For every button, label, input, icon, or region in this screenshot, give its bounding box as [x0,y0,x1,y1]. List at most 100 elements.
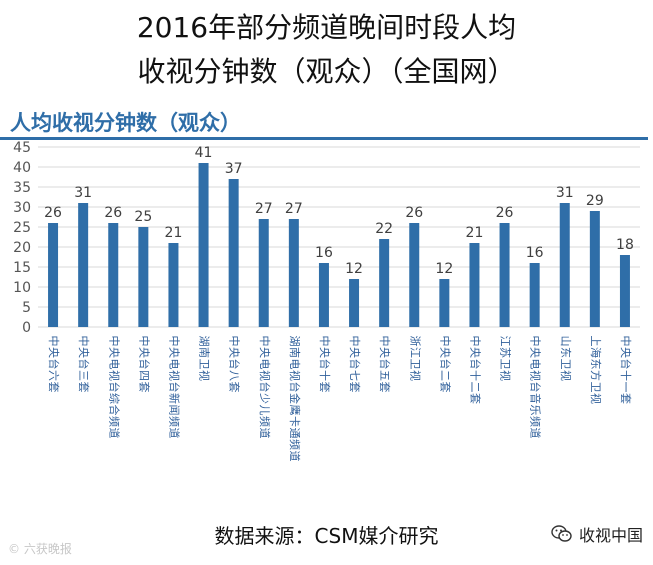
x-tick-label-char: 央 [468,347,481,358]
x-tick-label-char: 上 [589,336,602,347]
x-tick-label-char: 五 [378,370,391,381]
bar [469,243,480,327]
x-tick-label-char: 套 [438,382,451,393]
x-tick-label-char: 十 [468,370,482,381]
x-tick-label-char: 海 [589,347,603,358]
x-tick-label-char: 山 [559,336,572,347]
y-tick-label: 25 [13,220,31,236]
y-tick-label: 40 [13,160,31,176]
x-tick-label-char: 六 [47,370,60,381]
x-tick-label-char: 卫 [589,382,602,393]
x-tick-label-char: 中 [378,336,391,347]
x-tick-label-char: 套 [318,382,331,393]
x-tick-label-char: 中 [529,336,542,347]
x-tick-label-char: 台 [318,359,332,370]
bar [559,203,570,327]
bar [48,223,59,327]
x-tick-label-char: 金 [288,393,302,404]
x-tick-label-char: 二 [438,370,451,381]
bar [198,163,209,327]
x-tick-label-char: 卡 [288,416,301,427]
x-tick-label-char: 央 [77,347,90,358]
data-label: 27 [285,201,303,217]
chart-main-title-line2: 收视分钟数（观众）（全国网） [137,55,516,88]
x-tick-label-char: 七 [348,370,361,381]
x-tick-label-char: 道 [529,428,543,439]
x-tick-label-char: 央 [348,347,361,358]
x-tick-label-char: 中 [47,336,60,347]
x-tick-label-char: 乐 [529,405,542,416]
x-tick-label-char: 南 [198,347,211,358]
x-tick-label-char: 鹰 [288,405,302,416]
x-tick-label-char: 台 [288,382,302,393]
x-tick-label-char: 频 [529,416,543,427]
x-tick-label-char: 套 [137,382,150,393]
x-tick-label-char: 视 [529,370,543,381]
x-tick-label-char: 卫 [408,359,421,370]
x-tick-label-char: 央 [529,347,542,358]
x-tick-label-char: 中 [258,336,271,347]
data-label: 12 [345,261,363,277]
bar [349,279,360,327]
x-tick-label-char: 央 [228,347,241,358]
x-tick-label-char: 中 [468,336,481,347]
x-tick-label-char: 央 [137,347,150,358]
x-tick-label-char: 中 [318,336,331,347]
x-tick-label-char: 视 [408,370,422,381]
data-label: 16 [526,245,544,261]
y-tick-label: 0 [22,320,31,336]
x-tick-label-char: 电 [258,359,271,370]
x-tick-label-char: 台 [137,359,151,370]
x-tick-label-char: 央 [167,347,180,358]
bar [258,219,269,327]
bar [589,211,600,327]
x-tick-label-char: 八 [228,370,241,381]
x-tick-label-char: 中 [137,336,150,347]
x-tick-label-char: 中 [228,336,241,347]
x-tick-label-char: 江 [408,347,421,358]
x-tick-label-char: 中 [348,336,361,347]
x-tick-label-char: 浙 [408,336,421,347]
x-tick-label-char: 卫 [559,359,572,370]
data-label: 18 [616,237,634,253]
x-tick-label-char: 台 [378,359,392,370]
x-tick-label-char: 道 [107,428,121,439]
x-tick-label-char: 道 [288,451,302,462]
data-label: 31 [74,185,92,201]
x-tick-label-char: 电 [107,359,120,370]
data-label: 25 [134,209,152,225]
x-tick-label-char: 中 [107,336,120,347]
data-label: 22 [375,221,393,237]
x-tick-label-char: 套 [348,382,361,393]
x-tick-label-char: 二 [468,382,481,393]
bar [288,219,299,327]
x-tick-label-char: 一 [619,382,632,393]
data-label: 21 [165,225,183,241]
x-tick-label-char: 台 [47,359,61,370]
bar [78,203,89,327]
x-tick-label-char: 频 [258,416,272,427]
x-tick-label-char: 中 [438,336,451,347]
x-tick-label-char: 道 [258,428,272,439]
data-label: 37 [225,161,243,177]
x-tick-label-char: 套 [378,382,391,393]
x-tick-label-char: 苏 [499,347,512,358]
bar [168,243,179,327]
bar [499,223,510,327]
x-tick-label-char: 央 [378,347,391,358]
data-label: 16 [315,245,333,261]
bar [138,227,149,327]
x-tick-label-char: 视 [167,370,181,381]
x-tick-label-char: 卫 [499,359,512,370]
